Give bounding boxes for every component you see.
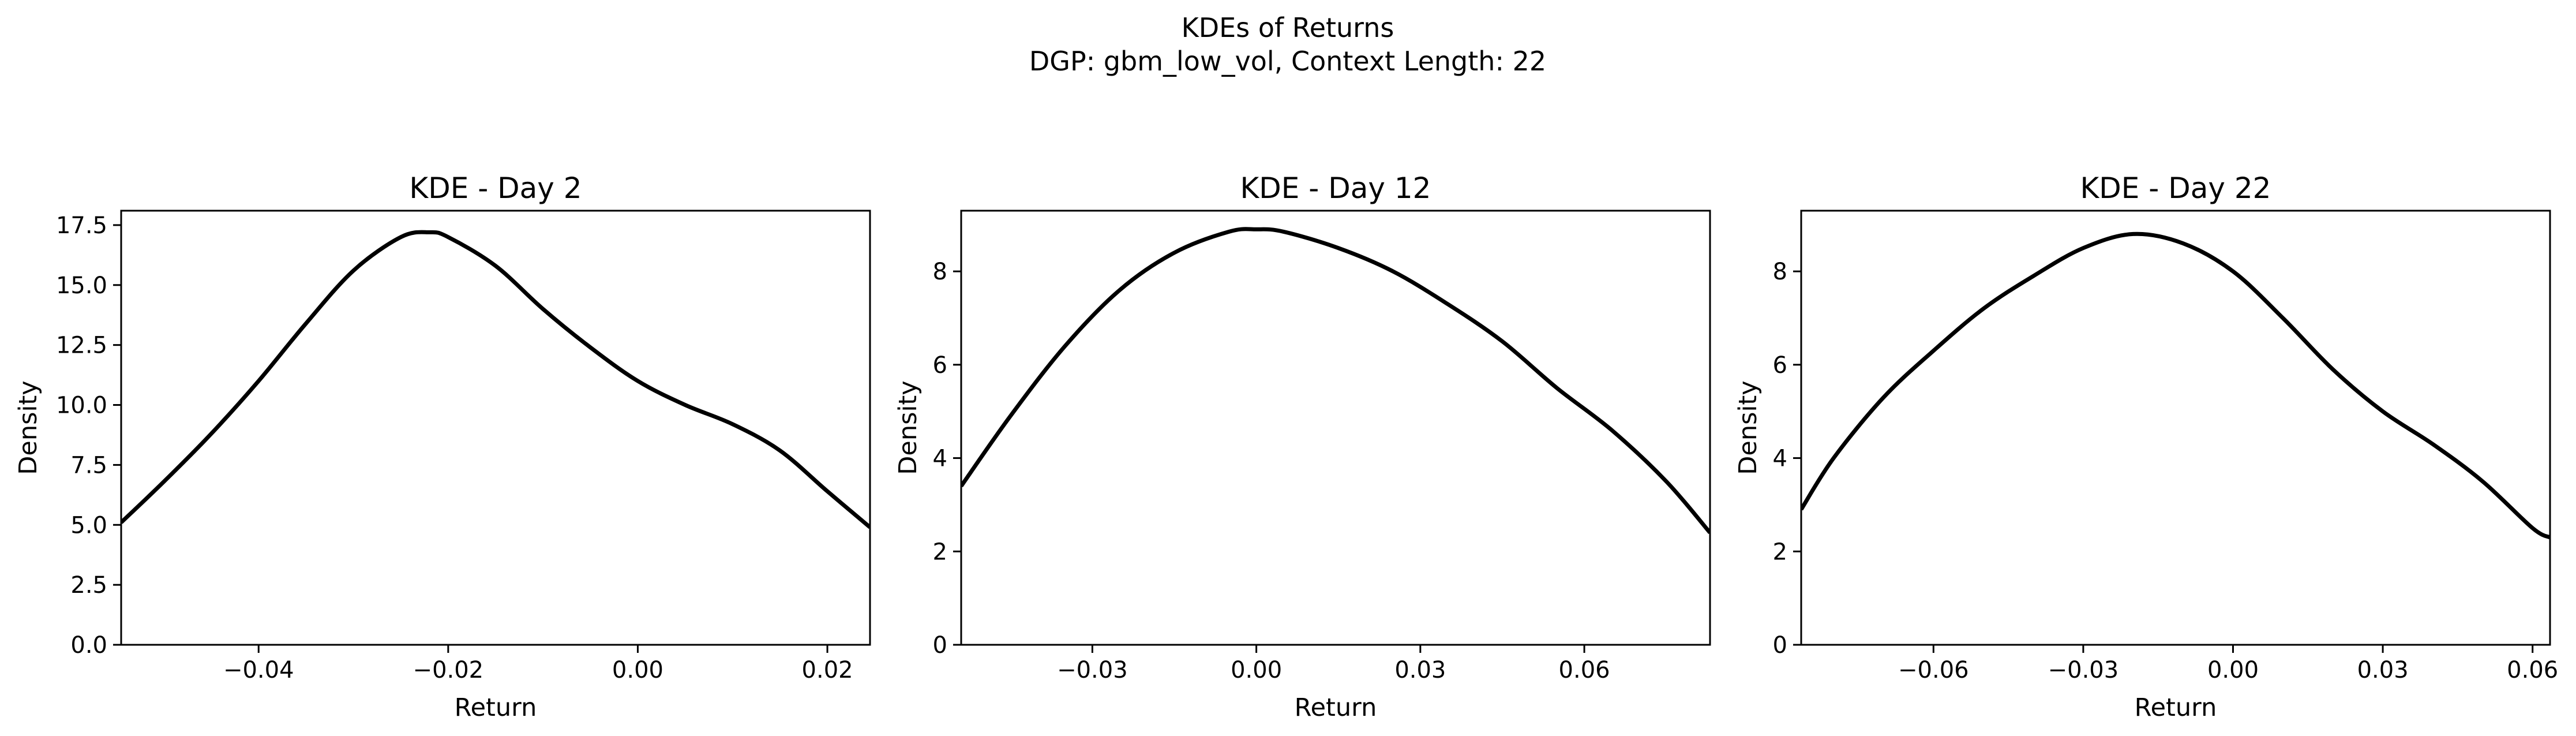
subplot-1-ytick-label: 17.5 — [56, 212, 107, 239]
subplot-1-title: KDE - Day 2 — [409, 171, 582, 205]
subplot-1-ytick-label: 7.5 — [70, 452, 107, 479]
subplot-3: −0.06 −0.03 0.00 0.03 0.06 0 2 4 6 8 KDE - Day 22 R… — [1734, 171, 2558, 722]
subplot-2-xtick-label: 0.03 — [1394, 657, 1446, 683]
subplot-2-x-axis-label: Return — [1295, 693, 1377, 722]
subplot-1-ytick-label: 12.5 — [56, 332, 107, 359]
subplot-2-kde-line-1 — [961, 227, 1710, 535]
figure-title: KDEs of Returns — [1182, 12, 1394, 43]
subplot-1-axes-frame — [120, 210, 871, 646]
figure-subtitle: DGP: gbm_low_vol, Context Length: 22 — [1029, 46, 1546, 77]
subplot-1-kde-line-1 — [121, 230, 870, 529]
subplot-3-title: KDE - Day 22 — [2080, 171, 2271, 205]
subplot-3-ytick-label: 6 — [1773, 352, 1787, 379]
subplot-2-xtick-label: 0.06 — [1559, 657, 1610, 683]
subplot-3-xtick-label: 0.03 — [2357, 657, 2409, 683]
subplot-1: −0.04 −0.02 0.00 0.02 0.0 2.5 5.0 7.5 10.0 12.5 15… — [14, 171, 871, 722]
subplot-2: −0.03 0.00 0.03 0.06 0 2 4 6 8 KDE - Day 12 Return… — [894, 171, 1711, 722]
subplot-2-xtick-label: −0.03 — [1057, 657, 1128, 683]
subplot-1-xtick-label: 0.02 — [802, 657, 853, 683]
subplot-3-x-axis-label: Return — [2135, 693, 2217, 722]
subplot-3-kde-line-1 — [1801, 231, 2550, 540]
subplot-2-ytick-label: 8 — [933, 259, 947, 285]
subplot-1-ytick-label: 15.0 — [56, 272, 107, 299]
subplot-2-ytick-label: 6 — [933, 352, 947, 379]
subplot-1-ytick-label: 5.0 — [70, 512, 107, 539]
subplot-2-y-axis-label: Density — [894, 380, 923, 475]
subplot-3-axes-frame — [1800, 210, 2551, 646]
subplot-3-xtick-label: −0.06 — [1898, 657, 1969, 683]
subplot-1-x-axis-label: Return — [455, 693, 537, 722]
subplot-2-xtick-label: 0.00 — [1231, 657, 1282, 683]
subplot-2-axes-frame — [960, 210, 1711, 646]
subplot-3-ytick-label: 0 — [1773, 632, 1787, 659]
subplot-2-ytick-label: 0 — [933, 632, 947, 659]
subplot-2-ytick-label: 2 — [933, 539, 947, 565]
subplot-1-y-axis-label: Density — [14, 380, 43, 475]
subplot-1-xtick-label: 0.00 — [612, 657, 663, 683]
subplot-3-xtick-label: −0.03 — [2048, 657, 2119, 683]
subplot-1-ytick-label: 2.5 — [70, 572, 107, 599]
subplot-1-xtick-label: −0.02 — [413, 657, 484, 683]
subplot-1-ytick-label: 10.0 — [56, 393, 107, 419]
subplot-3-ytick-label: 2 — [1773, 539, 1787, 565]
subplot-3-ytick-label: 4 — [1773, 446, 1787, 472]
subplot-3-y-axis-label: Density — [1734, 380, 1763, 475]
subplots: −0.04 −0.02 0.00 0.02 0.0 2.5 5.0 7.5 10.0 12.5 15… — [14, 171, 2558, 722]
subplot-1-ytick-label: 0.0 — [70, 632, 107, 659]
subplot-3-xtick-label: 0.00 — [2207, 657, 2259, 683]
subplot-1-xtick-label: −0.04 — [223, 657, 294, 683]
subplot-3-ytick-label: 8 — [1773, 259, 1787, 285]
subplot-2-ytick-label: 4 — [933, 446, 947, 472]
subplot-3-xtick-label: 0.06 — [2507, 657, 2558, 683]
subplot-2-title: KDE - Day 12 — [1240, 171, 1431, 205]
